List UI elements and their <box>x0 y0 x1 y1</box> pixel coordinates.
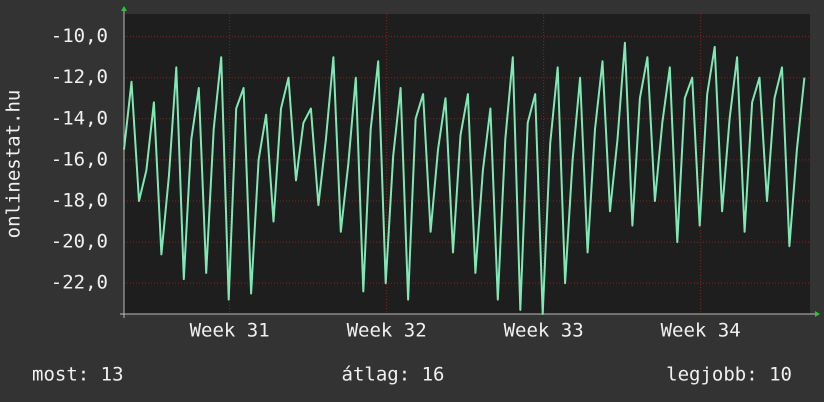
x-tick-label: Week 33 <box>504 320 584 342</box>
x-tick-label: Week 34 <box>661 320 741 342</box>
y-tick-label: -12,0 <box>51 66 108 88</box>
y-tick-label: -22,0 <box>51 272 108 294</box>
y-tick-label: -16,0 <box>51 148 108 170</box>
data-line <box>123 41 806 315</box>
y-tick-label: -14,0 <box>51 107 108 129</box>
y-tick-label: -20,0 <box>51 231 108 253</box>
y-tick-label: -18,0 <box>51 189 108 211</box>
x-tick-label: Week 32 <box>347 320 427 342</box>
footer-best: legjobb: 10 <box>666 364 792 386</box>
y-axis-label: onlinestat.hu <box>3 90 25 239</box>
axis-arrow <box>121 6 127 11</box>
footer-average: átlag: 16 <box>342 364 445 386</box>
footer-current: most: 13 <box>32 364 124 386</box>
y-tick-label: -10,0 <box>51 25 108 47</box>
axis-arrow <box>815 311 820 317</box>
x-tick-label: Week 31 <box>190 320 270 342</box>
